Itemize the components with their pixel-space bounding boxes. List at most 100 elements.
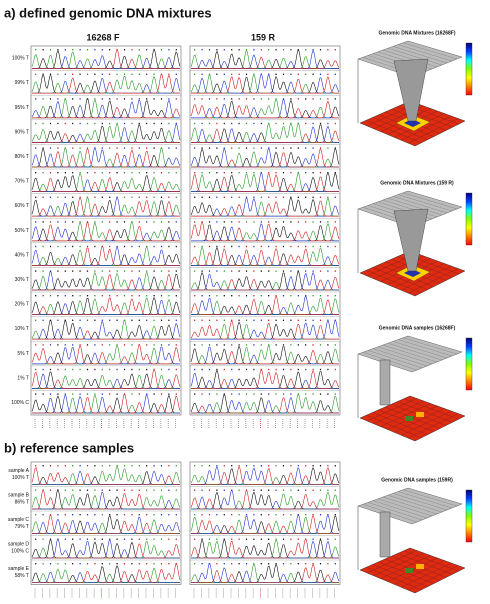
base-call <box>224 344 225 345</box>
base-call <box>202 539 203 540</box>
base-call <box>283 563 284 564</box>
base-call <box>146 320 147 321</box>
base-call <box>246 197 247 198</box>
base-call <box>154 172 155 173</box>
base-call <box>253 172 254 173</box>
base-call <box>176 74 177 75</box>
base-call <box>43 490 44 491</box>
base-call <box>327 563 328 564</box>
base-call <box>209 221 210 222</box>
base-call <box>261 98 262 99</box>
base-call <box>146 465 147 466</box>
base-call <box>154 539 155 540</box>
base-call <box>202 514 203 515</box>
base-call <box>124 172 125 173</box>
base-call <box>194 295 195 296</box>
base-call <box>57 197 58 198</box>
base-call <box>124 344 125 345</box>
base-call <box>94 320 95 321</box>
base-call <box>283 74 284 75</box>
base-call <box>246 147 247 148</box>
base-call <box>43 295 44 296</box>
base-call <box>261 197 262 198</box>
base-call <box>117 465 118 466</box>
base-call <box>313 514 314 515</box>
base-call <box>102 74 103 75</box>
row-label: 100% T <box>12 56 29 62</box>
base-call <box>124 295 125 296</box>
hot-zone <box>416 564 424 569</box>
base-call <box>176 197 177 198</box>
base-call <box>131 369 132 370</box>
base-call <box>161 98 162 99</box>
base-call <box>298 49 299 50</box>
row-label: 80% T <box>15 154 29 160</box>
base-call <box>176 221 177 222</box>
base-call <box>290 197 291 198</box>
base-call <box>72 74 73 75</box>
base-call <box>146 514 147 515</box>
base-call <box>109 539 110 540</box>
base-call <box>209 369 210 370</box>
base-call <box>176 270 177 271</box>
base-call <box>239 49 240 50</box>
base-call <box>298 344 299 345</box>
trace <box>191 277 339 290</box>
trace <box>32 246 180 265</box>
base-call <box>298 320 299 321</box>
base-call <box>231 197 232 198</box>
base-call <box>305 197 306 198</box>
base-call <box>35 270 36 271</box>
base-call <box>109 172 110 173</box>
base-call <box>305 369 306 370</box>
base-call <box>261 74 262 75</box>
base-call <box>246 539 247 540</box>
base-call <box>290 320 291 321</box>
base-call <box>261 539 262 540</box>
base-call <box>87 147 88 148</box>
base-call <box>224 539 225 540</box>
base-call <box>276 270 277 271</box>
base-call <box>176 393 177 394</box>
base-call <box>194 320 195 321</box>
base-call <box>72 465 73 466</box>
base-call <box>168 514 169 515</box>
base-call <box>253 147 254 148</box>
base-call <box>194 147 195 148</box>
base-call <box>65 393 66 394</box>
base-call <box>261 246 262 247</box>
base-call <box>154 221 155 222</box>
base-call <box>168 295 169 296</box>
base-call <box>94 98 95 99</box>
base-call <box>320 320 321 321</box>
base-call <box>305 221 306 222</box>
base-call <box>168 98 169 99</box>
base-call <box>261 172 262 173</box>
base-call <box>239 197 240 198</box>
base-call <box>139 369 140 370</box>
row-label: 60% T <box>15 203 29 209</box>
base-call <box>261 393 262 394</box>
base-call <box>313 344 314 345</box>
base-call <box>335 320 336 321</box>
base-call <box>209 393 210 394</box>
base-call <box>320 490 321 491</box>
base-call <box>224 514 225 515</box>
base-call <box>43 147 44 148</box>
base-call <box>35 123 36 124</box>
base-call <box>146 221 147 222</box>
base-call <box>202 344 203 345</box>
base-call <box>87 369 88 370</box>
base-call <box>72 123 73 124</box>
base-call <box>283 514 284 515</box>
base-call <box>231 465 232 466</box>
base-call <box>57 74 58 75</box>
base-call <box>87 539 88 540</box>
base-call <box>276 393 277 394</box>
base-call <box>124 369 125 370</box>
trace <box>32 472 180 485</box>
base-call <box>72 369 73 370</box>
base-call <box>50 98 51 99</box>
base-call <box>268 74 269 75</box>
base-call <box>224 147 225 148</box>
